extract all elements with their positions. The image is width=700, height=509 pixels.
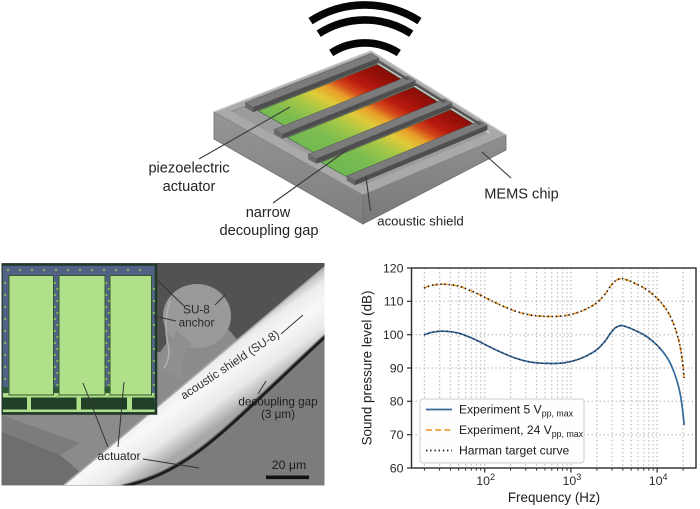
svg-text:20 μm: 20 μm — [272, 458, 306, 472]
svg-text:(3 μm): (3 μm) — [261, 408, 295, 421]
svg-text:acoustic shield: acoustic shield — [377, 214, 464, 229]
svg-text:Sound pressure level (dB): Sound pressure level (dB) — [360, 291, 375, 446]
svg-text:110: 110 — [384, 295, 404, 309]
svg-text:actuator: actuator — [98, 449, 141, 463]
svg-text:decoupling gap: decoupling gap — [220, 223, 319, 239]
svg-text:90: 90 — [390, 361, 404, 375]
svg-text:80: 80 — [390, 395, 404, 409]
svg-text:piezoelectric: piezoelectric — [148, 161, 229, 177]
svg-text:Frequency (Hz): Frequency (Hz) — [508, 490, 600, 505]
svg-text:100: 100 — [383, 328, 404, 342]
svg-text:anchor: anchor — [179, 317, 215, 330]
svg-text:120: 120 — [383, 261, 404, 275]
svg-text:decoupling gap: decoupling gap — [238, 396, 318, 409]
svg-text:MEMS chip: MEMS chip — [484, 187, 559, 203]
svg-text:70: 70 — [390, 428, 404, 442]
svg-text:SU-8: SU-8 — [183, 304, 210, 317]
svg-text:Harman target curve: Harman target curve — [459, 444, 570, 458]
svg-text:60: 60 — [390, 461, 404, 475]
svg-text:actuator: actuator — [163, 179, 216, 195]
svg-text:narrow: narrow — [246, 205, 291, 221]
